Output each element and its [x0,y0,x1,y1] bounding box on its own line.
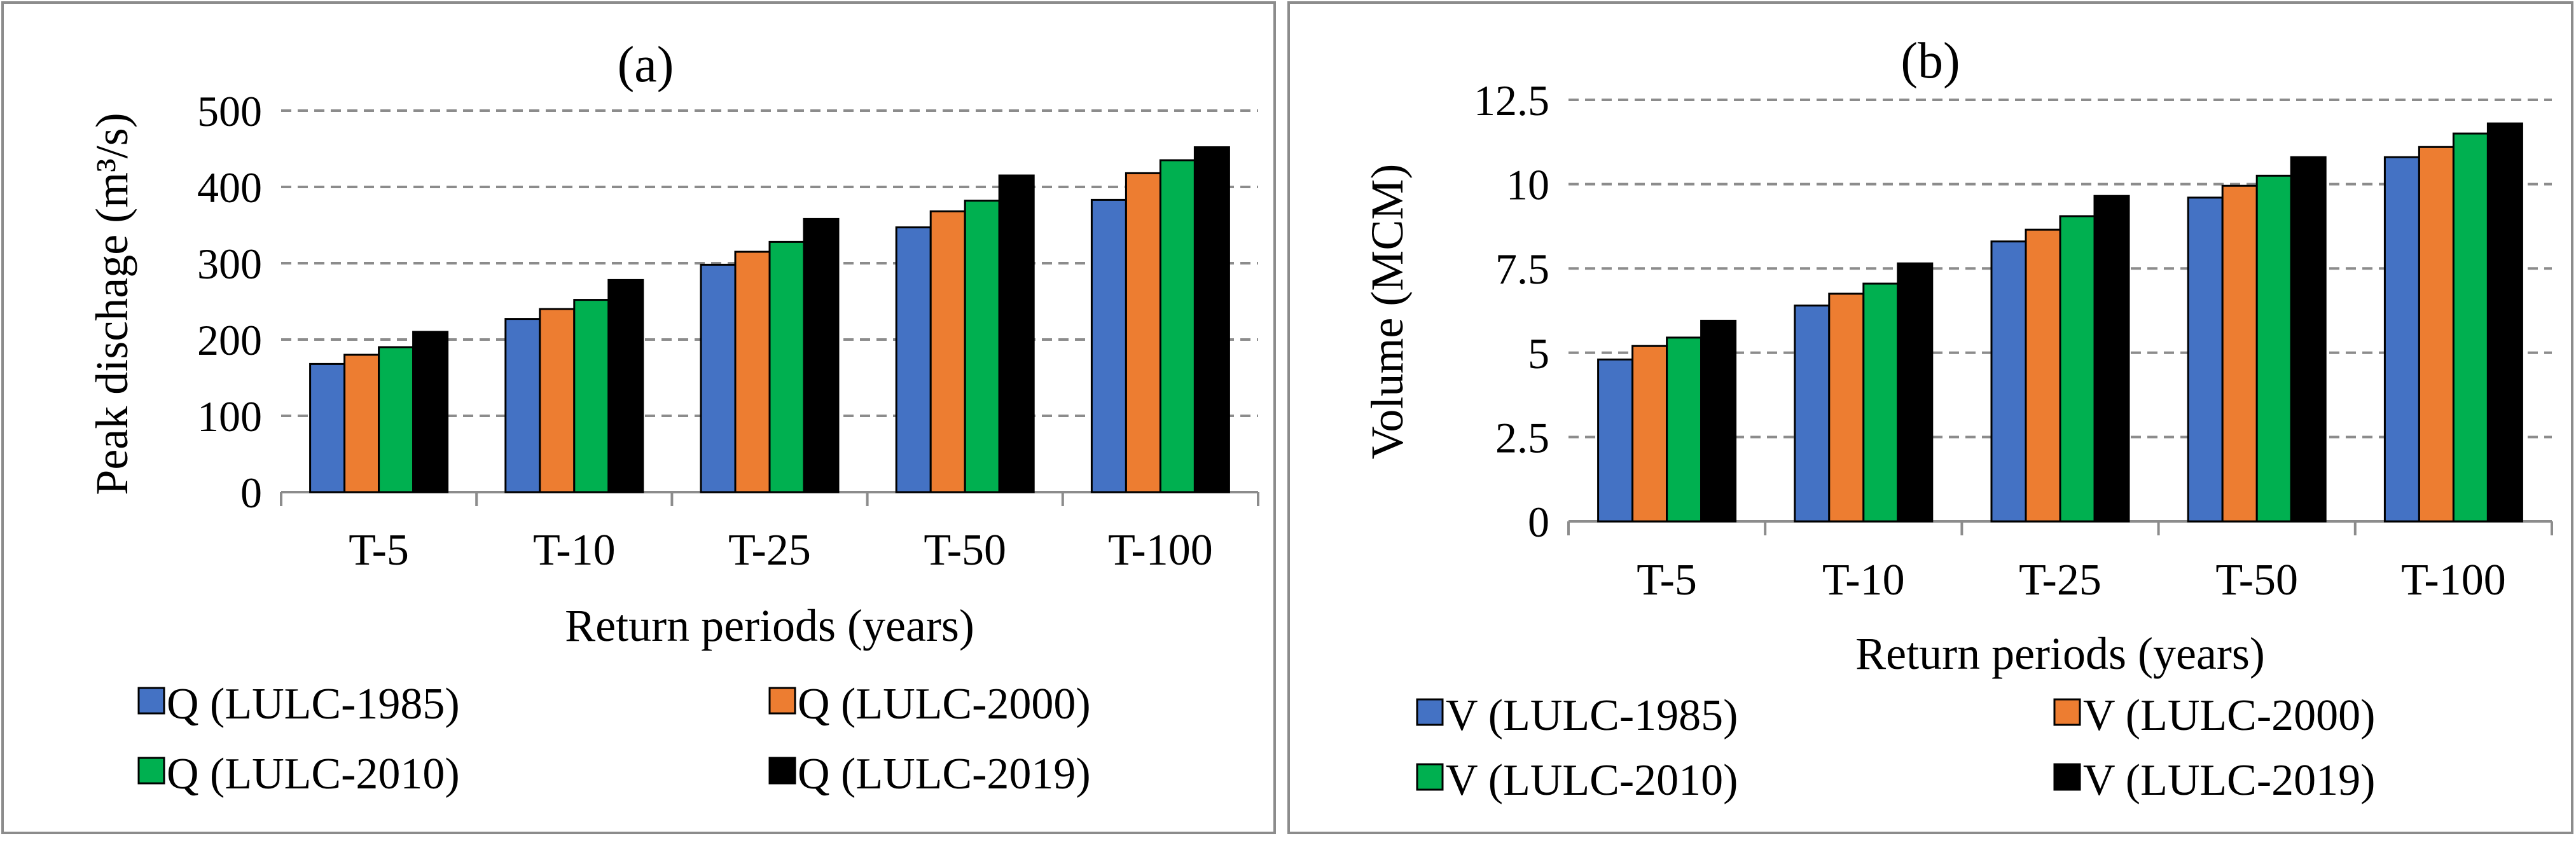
y-tick-label: 200 [197,316,262,364]
bar [2290,156,2327,523]
legend: V (LULC-1985) V (LULC-2000) V (LULC-2010) V… [1416,691,2375,805]
bar [929,210,966,493]
x-tick-label: T-5 [349,526,409,575]
y-tick-label: 0 [1528,498,1549,546]
x-tick-label: T-10 [1822,556,1905,605]
bar [1666,336,1703,523]
legend-label: V (LULC-2010) [1446,756,1738,805]
chart-title: (b) [1901,33,1960,89]
legend-swatch [768,757,796,785]
bar [2221,184,2258,523]
bar [1125,172,1161,493]
chart-title: (a) [618,37,674,93]
bar [768,240,805,493]
y-tick-label: 100 [197,392,262,441]
legend-label: Q (LULC-1985) [167,680,460,729]
legend-label: V (LULC-2000) [2083,691,2375,740]
bar [1828,292,1865,523]
chart-frame [1287,1,2573,834]
bar [1862,282,1899,523]
bar [700,263,737,493]
bar [2025,228,2061,523]
legend-swatch [1416,763,1444,791]
bar [607,278,644,493]
y-tick-label: 0 [240,469,262,517]
bar [964,200,1001,493]
legend-swatch [768,687,796,715]
legend-label: V (LULC-2019) [2083,756,2375,805]
y-axis-label: Peak dischage (m³/s) [87,113,137,495]
bar [2418,146,2455,523]
bar [2187,196,2224,523]
bar [1597,358,1634,523]
x-tick-label: T-100 [2401,556,2506,605]
chart-a: (a) 0 100 200 300 400 500 Peak dischage (m³/s) T… [1,1,1276,834]
bar [1990,240,2027,523]
legend-label: Q (LULC-2010) [167,750,460,799]
y-tick-label: 300 [197,240,262,288]
y-axis-label: Volume (MCM) [1362,164,1413,460]
bar [895,226,932,493]
bar [1700,319,1737,523]
bar [378,346,415,493]
y-tick-label: 12.5 [1474,76,1549,125]
bar [2059,215,2096,523]
x-axis-label: Return periods (years) [565,600,974,651]
bar [998,174,1035,493]
legend-label: V (LULC-1985) [1446,691,1738,740]
legend-label: Q (LULC-2000) [798,680,1091,729]
bar [1897,262,1934,523]
legend-swatch [137,757,165,785]
bar [2383,156,2420,523]
bar [1193,146,1230,493]
bar [412,331,449,493]
bar [2486,122,2523,523]
bar [1159,159,1196,493]
x-tick-label: T-5 [1637,556,1697,605]
x-tick-label: T-100 [1108,526,1213,575]
bar [734,251,771,493]
x-tick-label: T-10 [533,526,616,575]
bar [309,362,346,493]
legend-label: Q (LULC-2019) [798,750,1091,799]
y-tick-label: 7.5 [1495,245,1549,293]
chart-b: (b) 0 2.5 5 7.5 10 12.5 Volume (MCM) T-5 T-10 T-25… [1287,1,2573,834]
y-tick-label: 2.5 [1495,413,1549,462]
chart-frame [1,1,1276,834]
legend: Q (LULC-1985) Q (LULC-2000) Q (LULC-2010) Q… [137,680,1091,799]
legend-swatch [1416,698,1444,726]
x-tick-label: T-50 [924,526,1006,575]
bar [504,318,541,493]
bar [1090,198,1127,493]
bar [1631,345,1668,523]
legend-swatch [2053,698,2081,726]
bar [2093,195,2130,523]
bar [343,354,380,493]
y-tick-label: 5 [1528,329,1549,378]
y-tick-label: 500 [197,87,262,135]
x-tick-label: T-25 [2019,556,2102,605]
legend-swatch [2053,763,2081,791]
bar [573,299,610,493]
bar [1794,305,1831,523]
bar [2452,132,2489,523]
x-axis-label: Return periods (years) [1855,628,2265,679]
bar [2255,174,2292,523]
x-tick-label: T-25 [728,526,811,575]
y-tick-label: 400 [197,163,262,212]
legend-swatch [137,687,165,715]
y-tick-label: 10 [1506,161,1549,209]
x-tick-label: T-50 [2215,556,2298,605]
bar [539,308,576,493]
bar [803,217,840,493]
